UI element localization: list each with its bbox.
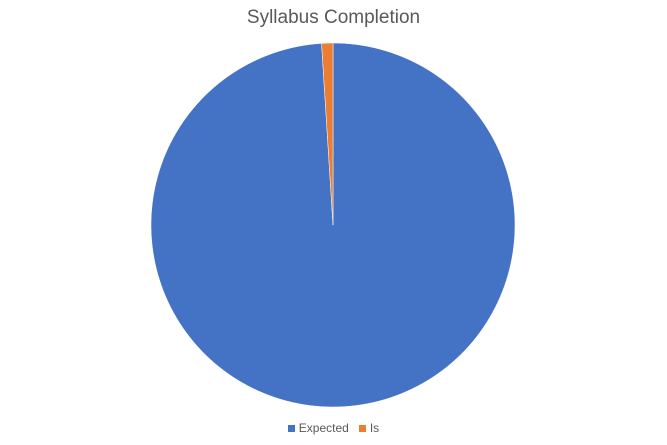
legend-label-is: Is xyxy=(369,421,380,435)
legend: Expected Is xyxy=(0,421,667,435)
legend-item-expected: Expected xyxy=(287,421,349,435)
pie-slice-is xyxy=(321,42,334,226)
legend-swatch-is xyxy=(358,424,366,432)
chart-title: Syllabus Completion xyxy=(246,7,421,28)
legend-swatch-expected xyxy=(287,424,295,432)
legend-label-expected: Expected xyxy=(298,421,349,435)
legend-item-is: Is xyxy=(358,421,380,435)
pie-slices xyxy=(150,42,516,408)
